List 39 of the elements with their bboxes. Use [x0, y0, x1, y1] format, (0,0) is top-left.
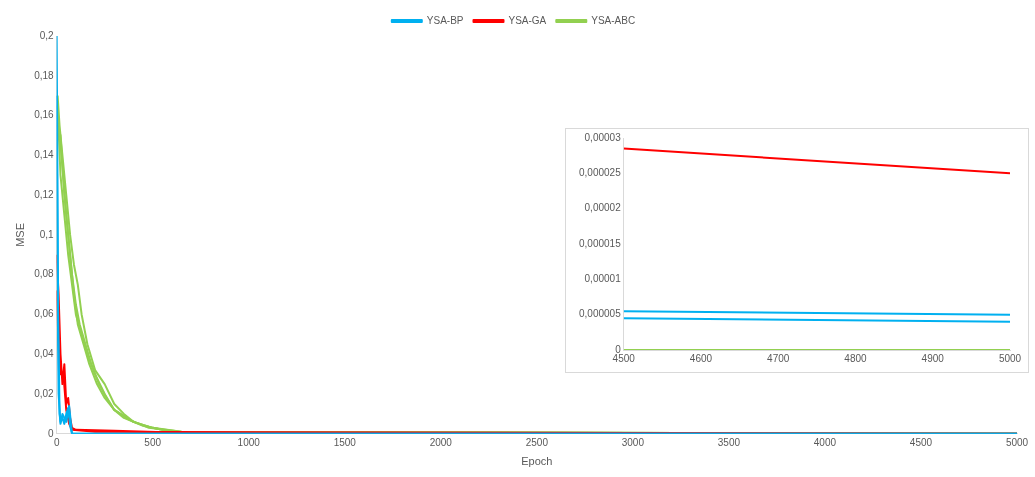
x-tick-label: 5000 [998, 352, 1022, 364]
x-tick-label: 500 [144, 436, 162, 448]
x-tick-label: 2000 [429, 436, 453, 448]
x-tick-label: 5000 [1005, 436, 1029, 448]
y-tick-label: 0,06 [34, 308, 55, 320]
y-tick-label: 0,00002 [584, 202, 622, 214]
y-tick-label: 0,12 [34, 188, 55, 200]
x-tick-label: 4700 [767, 352, 790, 364]
y-tick-label: 0,000005 [578, 308, 622, 320]
y-tick-label: 0,08 [34, 268, 55, 280]
y-tick-label: 0,1 [39, 228, 55, 240]
y-tick-label: 0,2 [39, 29, 55, 41]
x-tick-label: 2500 [525, 436, 549, 448]
y-tick-label: 0,16 [34, 109, 55, 121]
y-tick-label: 0,02 [34, 387, 55, 399]
y-tick-label: 0,00003 [584, 131, 622, 143]
x-tick-label: 4600 [689, 352, 713, 364]
x-tick-label: 4000 [813, 436, 837, 448]
legend-label: YSA-ABC [591, 14, 636, 26]
x-tick-label: 3500 [717, 436, 741, 448]
y-tick-label: 0,000015 [578, 237, 622, 249]
y-tick-label: 0 [48, 427, 55, 439]
legend-label: YSA-GA [508, 14, 547, 26]
x-tick-label: 1500 [333, 436, 357, 448]
x-tick-label: 4800 [844, 352, 868, 364]
y-axis-title: MSE [13, 222, 26, 247]
x-tick-label: 4500 [909, 436, 933, 448]
y-tick-label: 0 [615, 343, 622, 355]
x-tick-label: 1000 [237, 436, 261, 448]
x-axis-title: Epoch [521, 455, 553, 468]
y-tick-label: 0,000025 [578, 167, 622, 179]
x-tick-label: 3000 [621, 436, 645, 448]
y-tick-label: 0,18 [34, 69, 55, 81]
y-tick-label: 0,04 [34, 347, 55, 359]
x-tick-label: 4900 [921, 352, 945, 364]
y-tick-label: 0,00001 [584, 273, 622, 285]
x-tick-label: 4500 [612, 352, 636, 364]
y-tick-label: 0,14 [34, 149, 55, 161]
legend-label: YSA-BP [426, 14, 464, 26]
